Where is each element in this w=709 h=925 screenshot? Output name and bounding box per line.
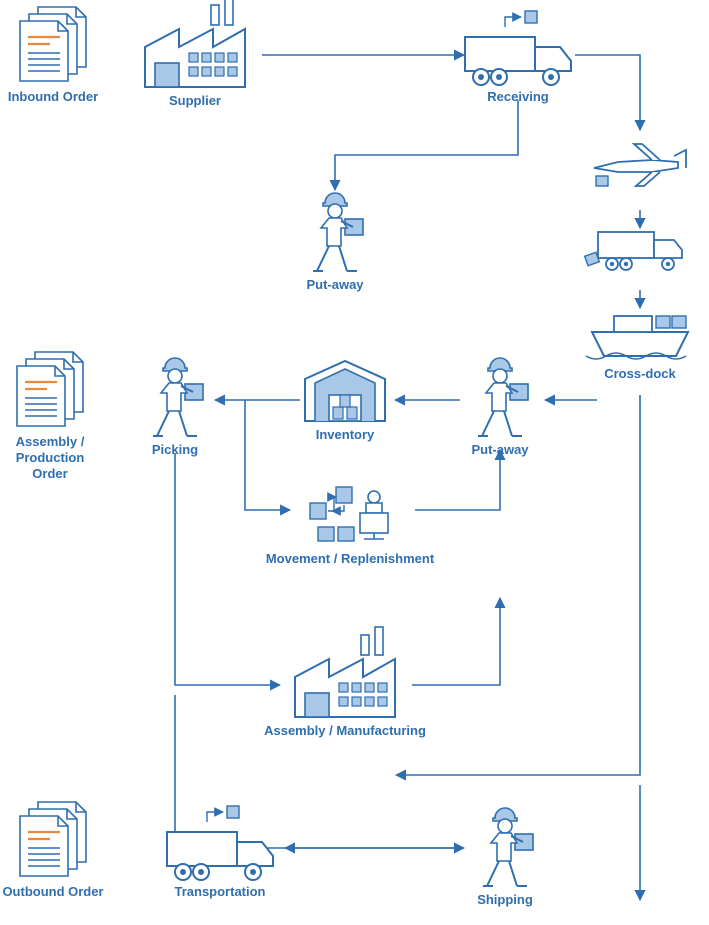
node-crossdock: Cross-dock: [585, 144, 688, 381]
edge-picking-to-movement: [245, 400, 290, 510]
node-receiving: Receiving: [465, 11, 571, 104]
node-transportation: Transportation: [167, 806, 273, 899]
svg-text:Inbound Order: Inbound Order: [8, 89, 98, 104]
svg-text:Outbound Order: Outbound Order: [2, 884, 103, 899]
svg-text:Movement / Replenishment: Movement / Replenishment: [266, 551, 435, 566]
node-picking: Picking: [152, 358, 203, 457]
svg-text:Receiving: Receiving: [487, 89, 548, 104]
node-assembly_mfg: Assembly / Manufacturing: [264, 627, 426, 738]
node-shipping: Shipping: [477, 808, 533, 907]
node-outbound_order: Outbound Order: [2, 802, 103, 899]
node-supplier: Supplier: [145, 0, 245, 108]
edges: [175, 55, 640, 900]
edge-receiving-to-putaway_top: [335, 100, 518, 190]
svg-text:Shipping: Shipping: [477, 892, 533, 907]
desk-boxes-icon: [310, 487, 388, 541]
worker-box-icon: [483, 808, 533, 886]
node-inbound_order: Inbound Order: [8, 7, 98, 104]
node-assembly_order: Assembly /ProductionOrder: [16, 352, 85, 481]
edge-receiving-to-crossdock: [575, 55, 640, 130]
worker-box-icon: [478, 358, 528, 436]
worker-box-icon: [153, 358, 203, 436]
doc-stack-icon: [20, 802, 86, 876]
svg-text:Transportation: Transportation: [174, 884, 265, 899]
svg-text:Cross-dock: Cross-dock: [604, 366, 676, 381]
warehouse-icon: [305, 361, 385, 421]
svg-text:Supplier: Supplier: [169, 93, 221, 108]
factory-icon: [145, 0, 245, 87]
node-inventory: Inventory: [305, 361, 385, 442]
ship-icon: [586, 316, 688, 359]
svg-text:Put-away: Put-away: [306, 277, 364, 292]
doc-stack-icon: [20, 7, 86, 81]
svg-text:Picking: Picking: [152, 442, 198, 457]
airplane-icon: [594, 144, 686, 186]
edge-assembly_mfg-to-putaway_right: [412, 598, 500, 685]
worker-box-icon: [313, 193, 363, 271]
factory-icon: [295, 627, 395, 717]
truck-box-icon: [167, 806, 273, 880]
truck-box-icon: [465, 11, 571, 85]
doc-stack-icon: [17, 352, 83, 426]
svg-text:Order: Order: [32, 466, 67, 481]
svg-text:Assembly / Manufacturing: Assembly / Manufacturing: [264, 723, 426, 738]
node-movement: Movement / Replenishment: [266, 487, 435, 566]
edge-picking-to-assembly_mfg: [175, 453, 280, 685]
node-putaway_right: Put-away: [471, 358, 529, 457]
svg-text:Production: Production: [16, 450, 85, 465]
edge-movement-to-putaway_right: [415, 450, 500, 510]
node-putaway_top: Put-away: [306, 193, 364, 292]
svg-text:Put-away: Put-away: [471, 442, 529, 457]
truck-icon: [585, 232, 682, 270]
svg-text:Inventory: Inventory: [316, 427, 375, 442]
warehouse-flow-diagram: Inbound Order Supplier Receiving Cross-dock…: [0, 0, 709, 925]
nodes: Inbound Order Supplier Receiving Cross-dock…: [2, 0, 688, 907]
svg-text:Assembly /: Assembly /: [16, 434, 85, 449]
